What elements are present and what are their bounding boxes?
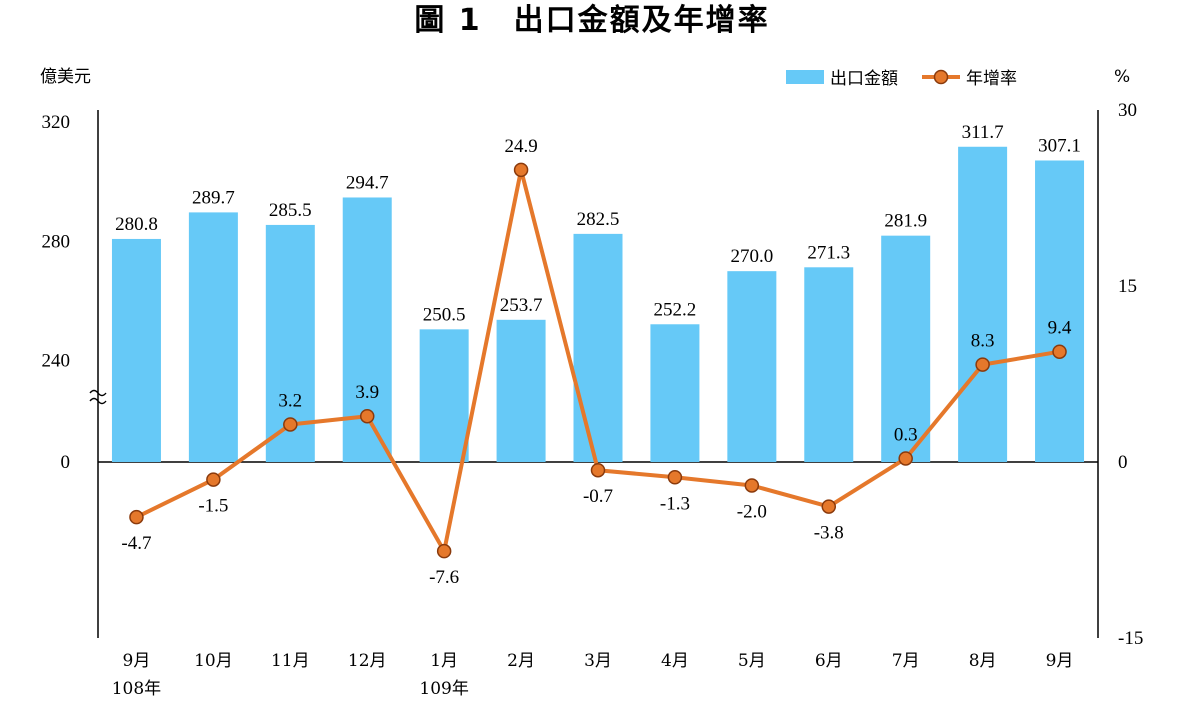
- growth-rate-point-12: [1052, 344, 1067, 359]
- x-tick-label: 9月: [1046, 651, 1074, 671]
- legend-bar-label: 出口金額: [830, 69, 898, 89]
- growth-rate-point-5: [513, 162, 529, 178]
- chart-title: 圖 1 出口金額及年增率: [414, 3, 769, 38]
- bar-value-label: 294.7: [346, 172, 389, 193]
- right-tick-label: 0: [1118, 452, 1128, 473]
- left-tick-label: 240: [42, 351, 71, 372]
- x-tick-label: 6月: [815, 651, 843, 671]
- growth-rate-label: -4.7: [121, 533, 151, 554]
- bar-1: [188, 212, 238, 462]
- bar-value-label: 285.5: [269, 200, 312, 221]
- bar-value-label: 252.2: [654, 299, 697, 320]
- growth-rate-point-9: [821, 499, 837, 514]
- bar-0: [111, 238, 161, 462]
- x-tick-label: 12月: [348, 651, 387, 671]
- growth-rate-point-3: [359, 408, 375, 424]
- bar-value-label: 270.0: [730, 246, 773, 267]
- x-tick-label: 8月: [969, 651, 997, 671]
- growth-rate-label: -0.7: [583, 486, 613, 507]
- bar-value-label: 311.7: [962, 122, 1004, 143]
- bar-value-label: 253.7: [500, 295, 543, 316]
- growth-rate-label: 3.9: [355, 382, 379, 403]
- bar-value-label: 282.5: [577, 209, 620, 230]
- growth-rate-point-8: [744, 478, 760, 493]
- growth-rate-label: 0.3: [894, 424, 918, 445]
- x-tick-label: 5月: [738, 651, 766, 671]
- axes-layer: 320 280 240 0 30 15 0 -15 9月 10月 11月 12月 1月 2月 3月 4月 5月 6…: [42, 100, 1144, 699]
- legend-line-label: 年增率: [966, 69, 1017, 89]
- growth-rate-label: -3.8: [814, 523, 844, 544]
- right-tick-label: -15: [1118, 628, 1143, 649]
- bar-12: [1035, 160, 1085, 463]
- legend: 出口金額 年增率: [786, 69, 1017, 89]
- bar-value-label: 271.3: [807, 242, 850, 263]
- bar-9: [804, 267, 854, 462]
- growth-rate-point-7: [667, 470, 683, 485]
- bar-5: [496, 319, 546, 462]
- growth-rate-label: 3.2: [278, 390, 302, 411]
- bar-value-label: 289.7: [192, 187, 235, 208]
- bars-layer: [111, 146, 1085, 463]
- right-tick-label: 15: [1118, 276, 1137, 297]
- right-axis-unit: %: [1114, 67, 1130, 87]
- growth-rate-label: 9.4: [1048, 318, 1072, 339]
- growth-rate-label: -1.3: [660, 493, 690, 514]
- x-tick-label: 7月: [892, 651, 920, 671]
- legend-bar-swatch: [786, 70, 824, 84]
- growth-rate-point-11: [975, 357, 990, 372]
- x-tick-label: 11月: [271, 651, 310, 671]
- x-tick-label: 2月: [507, 651, 535, 671]
- growth-rate-point-4: [436, 543, 452, 559]
- bar-7: [650, 324, 700, 462]
- x-tick-label: 10月: [194, 651, 233, 671]
- growth-rate-point-10: [898, 451, 913, 466]
- growth-rate-label: -2.0: [737, 501, 767, 522]
- year-label: 109年: [419, 679, 468, 699]
- bar-4: [419, 329, 469, 462]
- growth-rate-label: 8.3: [971, 331, 995, 352]
- left-tick-label: 0: [61, 452, 71, 473]
- bar-value-label: 250.5: [423, 304, 466, 325]
- bar-8: [727, 271, 777, 462]
- bar-6: [573, 233, 623, 462]
- right-tick-label: 30: [1118, 100, 1137, 121]
- bar-10: [881, 235, 931, 462]
- growth-rate-point-6: [590, 462, 606, 478]
- growth-rate-point-2: [283, 417, 298, 432]
- x-tick-label: 4月: [661, 651, 689, 671]
- growth-rate-label: -7.6: [429, 567, 459, 588]
- bar-value-label: 281.9: [884, 211, 927, 232]
- bar-value-label: 307.1: [1038, 135, 1081, 156]
- growth-rate-point-0: [129, 509, 144, 525]
- axis-break-mark: [89, 389, 107, 397]
- growth-rate-label: 24.9: [504, 136, 537, 157]
- axis-break-mark: [89, 397, 107, 405]
- line-layer: [129, 162, 1067, 559]
- left-tick-label: 320: [42, 112, 71, 133]
- x-tick-label: 9月: [123, 651, 151, 671]
- bar-11: [958, 146, 1008, 463]
- data-labels-layer: 280.8 289.7 285.5 294.7 250.5 253.7 282.5 252.2…: [115, 122, 1081, 588]
- left-tick-label: 280: [42, 231, 71, 252]
- x-tick-label: 3月: [584, 651, 612, 671]
- bar-value-label: 280.8: [115, 214, 158, 235]
- year-label: 108年: [112, 679, 161, 699]
- legend-line-marker: [933, 69, 949, 85]
- growth-rate-label: -1.5: [198, 496, 228, 517]
- growth-rate-point-1: [206, 472, 221, 487]
- x-tick-label: 1月: [430, 651, 458, 671]
- left-axis-unit: 億美元: [40, 67, 91, 87]
